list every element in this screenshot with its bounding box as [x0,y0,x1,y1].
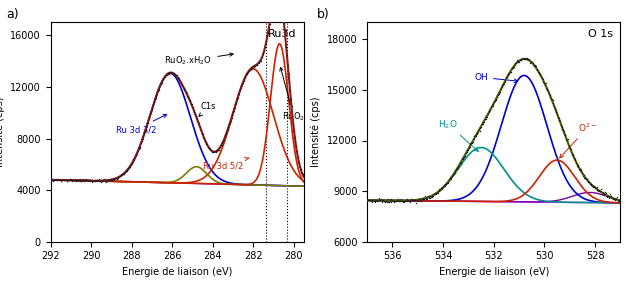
Y-axis label: Intensité (cps): Intensité (cps) [311,97,321,167]
Text: H$_2$O: H$_2$O [439,118,478,151]
Text: OH: OH [474,73,518,83]
Text: C1s: C1s [199,102,216,116]
Text: Ru 3d 5/2: Ru 3d 5/2 [203,158,249,170]
Text: a): a) [6,8,19,21]
Text: RuO$_2$.xH$_2$O: RuO$_2$.xH$_2$O [165,53,233,67]
Text: O$^{2-}$: O$^{2-}$ [560,122,597,158]
Y-axis label: Intensité (cps): Intensité (cps) [0,97,4,167]
Text: O 1s: O 1s [588,29,613,39]
Text: Ru 3d 3/2: Ru 3d 3/2 [116,114,166,134]
X-axis label: Energie de liaison (eV): Energie de liaison (eV) [122,267,232,277]
Text: Ru3d: Ru3d [268,29,296,39]
Text: RuO$_2$: RuO$_2$ [280,67,305,123]
X-axis label: Energie de liaison (eV): Energie de liaison (eV) [439,267,549,277]
Text: b): b) [316,8,329,21]
